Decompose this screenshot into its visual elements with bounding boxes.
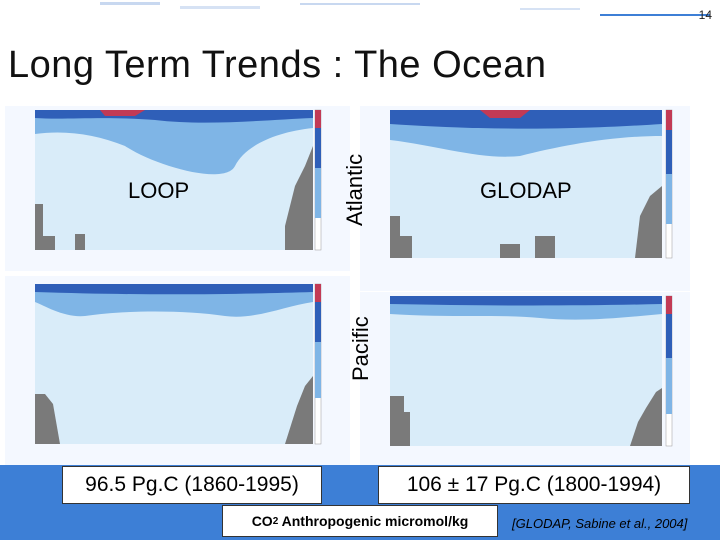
glodap-total-box: 106 ± 17 Pg.C (1800-1994): [378, 466, 690, 504]
citation: [GLODAP, Sabine et al., 2004]: [512, 516, 688, 531]
slide-title: Long Term Trends : The Ocean: [8, 44, 547, 86]
title-band: [0, 34, 720, 102]
units-prefix: CO: [251, 513, 273, 529]
atlantic-glodap-plot: [360, 106, 690, 291]
top-decoration: [0, 0, 720, 30]
loop-total-box: 96.5 Pg.C (1860-1995): [62, 466, 322, 504]
page-number: 14: [698, 8, 712, 22]
loop-label: LOOP: [128, 178, 190, 203]
pacific-label: Pacific: [348, 316, 373, 381]
units-suffix: Anthropogenic micromol/kg: [278, 513, 469, 529]
units-subscript: 2: [272, 515, 279, 527]
pacific-loop-plot: [5, 276, 350, 466]
atlantic-label: Atlantic: [342, 153, 367, 226]
atlantic-loop-plot: [5, 106, 350, 271]
units-label: CO 2 Anthropogenic micromol/kg: [222, 505, 498, 537]
pacific-glodap-plot: [360, 292, 690, 466]
glodap-label: GLODAP: [480, 178, 572, 203]
